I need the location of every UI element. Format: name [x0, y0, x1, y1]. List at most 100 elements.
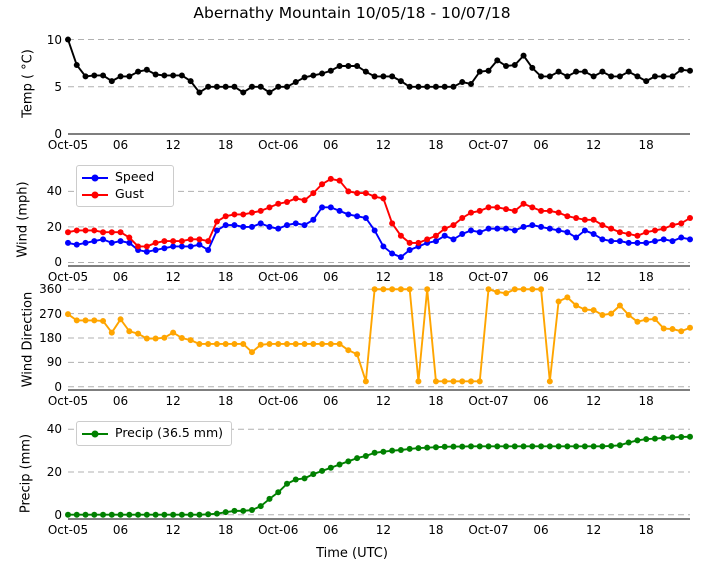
data-point	[213, 83, 220, 90]
xtick-label: Oct-06	[258, 138, 299, 152]
data-point	[301, 197, 308, 204]
data-point	[450, 236, 457, 243]
data-point	[678, 66, 685, 73]
data-point	[91, 72, 98, 79]
data-point	[687, 324, 693, 331]
xtick-label: Oct-05	[47, 270, 89, 284]
data-point	[476, 443, 483, 450]
data-point	[450, 443, 457, 450]
data-point	[345, 188, 352, 195]
data-point	[660, 225, 667, 232]
data-point	[327, 340, 334, 347]
data-point	[108, 78, 115, 85]
data-point	[152, 239, 159, 246]
data-point	[187, 78, 194, 85]
data-point	[152, 71, 159, 78]
data-point	[415, 445, 422, 452]
data-point	[511, 227, 518, 234]
data-point	[100, 511, 107, 518]
data-point	[65, 36, 71, 43]
data-point	[590, 73, 597, 80]
data-point	[459, 79, 466, 86]
data-point	[389, 73, 396, 80]
data-point	[178, 72, 185, 79]
legend-item-gust[interactable]: Gust	[82, 186, 166, 203]
data-point	[266, 89, 273, 96]
data-point	[126, 328, 133, 335]
data-point	[581, 306, 588, 313]
data-point	[546, 225, 553, 232]
data-point	[678, 433, 685, 440]
data-point	[380, 243, 387, 250]
data-point	[275, 340, 282, 347]
data-point	[222, 83, 229, 90]
xtick-label: 18	[218, 270, 234, 284]
data-point	[564, 73, 571, 80]
data-point	[651, 238, 658, 245]
data-point	[205, 511, 212, 518]
xtick-label: Oct-05	[47, 394, 89, 408]
data-point	[459, 231, 466, 237]
xtick-label: 06	[112, 138, 129, 152]
gust-line-swatch	[82, 191, 108, 198]
data-point	[205, 83, 212, 90]
data-point	[538, 73, 545, 80]
data-point	[494, 204, 501, 211]
legend-item-precip[interactable]: Precip (36.5 mm)	[82, 425, 224, 442]
data-point	[546, 378, 553, 385]
data-point	[380, 448, 387, 455]
data-point	[608, 73, 615, 80]
data-point	[555, 68, 562, 75]
data-point	[397, 78, 404, 85]
data-point	[240, 89, 247, 96]
xtick-label: 18	[428, 270, 444, 284]
wind-legend: Speed Gust	[76, 165, 174, 207]
xtick-label: 06	[112, 523, 129, 537]
data-point	[406, 247, 413, 253]
data-point	[100, 72, 107, 79]
data-point	[424, 444, 431, 451]
data-point	[301, 74, 308, 81]
series-line-precipitation	[68, 435, 691, 516]
data-point	[441, 232, 448, 239]
data-point	[441, 378, 448, 385]
xtick-label: 18	[638, 270, 654, 284]
data-point	[292, 220, 299, 227]
data-point	[590, 307, 597, 314]
data-point	[476, 207, 483, 214]
data-point	[494, 57, 501, 64]
xtick-label: 06	[323, 138, 339, 152]
data-point	[354, 455, 361, 462]
data-point	[485, 67, 492, 74]
data-point	[511, 62, 518, 69]
data-point	[503, 206, 510, 213]
data-point	[485, 225, 492, 232]
data-point	[546, 73, 553, 80]
data-point	[231, 507, 238, 514]
data-point	[231, 211, 238, 218]
data-point	[643, 78, 650, 85]
data-point	[65, 239, 71, 246]
data-point	[564, 213, 571, 220]
data-point	[108, 229, 115, 236]
data-point	[651, 435, 658, 442]
data-point	[432, 238, 439, 245]
data-point	[362, 215, 369, 221]
xtick-label: 06	[533, 523, 549, 537]
data-point	[608, 238, 615, 245]
data-point	[441, 83, 448, 90]
data-point	[240, 507, 247, 514]
data-point	[319, 70, 326, 77]
data-point	[108, 239, 115, 246]
data-point	[660, 73, 667, 80]
data-point	[292, 340, 299, 347]
data-point	[275, 200, 282, 207]
legend-item-speed[interactable]: Speed	[82, 169, 166, 186]
data-point	[213, 340, 220, 347]
data-point	[345, 211, 352, 218]
legend-label-speed: Speed	[115, 169, 155, 185]
data-point	[257, 83, 264, 90]
data-point	[354, 190, 361, 197]
xtick-label: 18	[428, 394, 444, 408]
ytick-label: 20	[46, 219, 62, 234]
